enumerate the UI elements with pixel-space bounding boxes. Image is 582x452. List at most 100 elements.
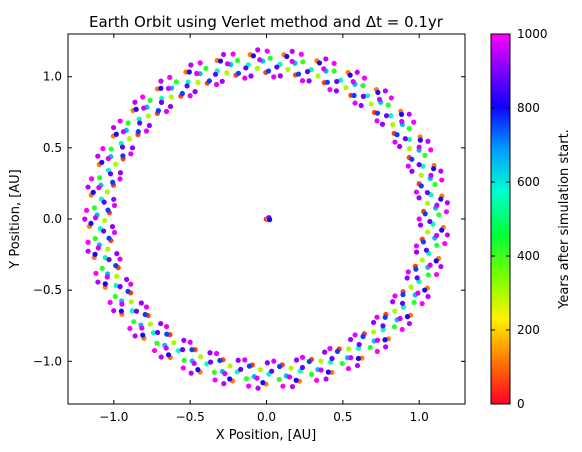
data-point (107, 299, 113, 305)
data-point (159, 95, 165, 102)
data-point (348, 336, 354, 343)
data-point (286, 374, 293, 380)
data-point (158, 85, 164, 91)
data-point (117, 170, 124, 176)
data-point (99, 265, 105, 271)
data-point (246, 383, 252, 389)
data-point (443, 209, 450, 215)
data-point (101, 228, 107, 234)
y-tick-label: −1.0 (33, 354, 62, 368)
data-point (234, 57, 241, 64)
data-point (420, 239, 426, 245)
data-point (179, 347, 186, 353)
data-point (392, 139, 398, 145)
data-point (306, 78, 312, 84)
data-point (390, 122, 396, 128)
data-point (422, 211, 428, 217)
data-point (147, 321, 154, 327)
data-point (219, 78, 225, 84)
data-point (198, 354, 204, 360)
data-point (131, 319, 137, 325)
data-point (123, 276, 130, 283)
x-tick-label: −0.5 (176, 410, 205, 424)
x-tick-label: 1.0 (410, 410, 429, 424)
data-point (392, 293, 398, 299)
data-point (140, 332, 146, 338)
data-point (323, 376, 329, 382)
data-point (132, 333, 138, 339)
data-point (388, 95, 394, 101)
data-point (264, 48, 270, 54)
data-point (425, 138, 431, 144)
data-point (334, 348, 341, 354)
data-point (250, 53, 257, 59)
data-point (436, 212, 442, 218)
data-point (338, 77, 344, 83)
data-point (400, 292, 406, 298)
data-point (154, 329, 161, 336)
data-point (428, 147, 434, 153)
data-point (418, 183, 424, 189)
data-point (208, 359, 214, 365)
data-point (155, 108, 161, 114)
data-point (158, 78, 164, 84)
data-point (321, 66, 327, 72)
data-point (88, 176, 95, 182)
data-point (129, 145, 136, 151)
data-point (276, 376, 282, 382)
data-point (168, 94, 174, 100)
data-point (380, 323, 386, 329)
data-point (404, 275, 410, 281)
data-point (138, 300, 144, 306)
data-point (143, 128, 150, 134)
data-point (423, 247, 430, 253)
scatter-points (82, 47, 450, 391)
data-point (242, 75, 248, 81)
data-point (165, 85, 172, 92)
data-point (127, 325, 133, 332)
data-point (425, 229, 431, 235)
data-point (135, 129, 141, 135)
data-point (406, 125, 412, 132)
data-point (167, 103, 174, 110)
data-point (405, 163, 411, 169)
data-point (398, 111, 405, 117)
data-point (255, 385, 261, 391)
data-point (165, 352, 172, 358)
data-point (293, 357, 300, 363)
data-point (105, 207, 111, 213)
data-point (207, 350, 213, 356)
data-point (92, 235, 98, 242)
data-point (402, 136, 408, 142)
data-point (101, 199, 107, 205)
data-point (434, 232, 440, 239)
data-point (439, 177, 445, 183)
data-point (380, 327, 386, 333)
data-point (432, 181, 438, 188)
data-point (195, 79, 201, 85)
data-point (163, 345, 169, 351)
data-point (243, 65, 249, 71)
data-point (379, 121, 386, 127)
x-axis-label: X Position, [AU] (216, 428, 316, 443)
data-point (324, 79, 330, 85)
data-point (265, 68, 272, 74)
data-point (413, 249, 420, 255)
data-point (416, 216, 422, 222)
data-point (137, 120, 143, 126)
data-point (382, 337, 388, 343)
data-point (242, 357, 248, 363)
data-point (442, 240, 448, 247)
data-point (417, 137, 423, 143)
data-point (374, 110, 381, 116)
data-point (394, 132, 400, 138)
data-point (186, 69, 192, 75)
data-point (192, 89, 198, 95)
data-point (405, 269, 411, 275)
data-point (397, 143, 403, 150)
data-point (112, 293, 118, 299)
data-point (102, 217, 108, 224)
data-point (158, 99, 165, 105)
data-point (334, 78, 340, 85)
data-point (417, 222, 424, 228)
